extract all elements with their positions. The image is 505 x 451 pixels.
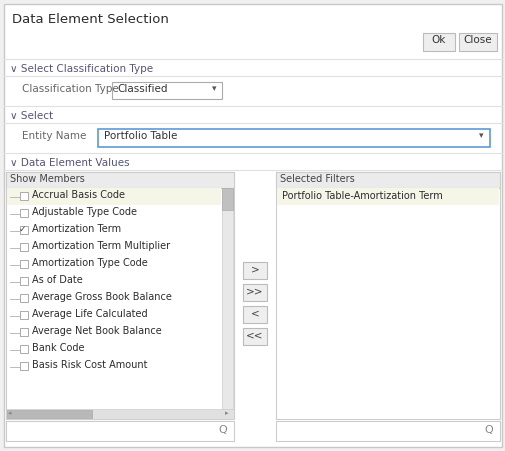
Bar <box>222 188 232 210</box>
Text: ▾: ▾ <box>212 84 216 93</box>
Bar <box>242 328 267 345</box>
Text: Q: Q <box>218 425 226 435</box>
Text: Data Element Selection: Data Element Selection <box>12 13 169 26</box>
Bar <box>20 192 28 200</box>
Text: Basis Risk Cost Amount: Basis Risk Cost Amount <box>32 360 147 370</box>
Text: Average Life Calculated: Average Life Calculated <box>32 309 147 319</box>
Text: Selected Filters: Selected Filters <box>279 174 354 184</box>
Text: ✓: ✓ <box>19 225 26 234</box>
Bar <box>222 188 232 419</box>
Text: ∨ Select Classification Type: ∨ Select Classification Type <box>10 64 153 74</box>
Bar <box>458 33 496 51</box>
Text: Q: Q <box>483 425 492 435</box>
Bar <box>7 410 92 418</box>
Text: >>: >> <box>246 286 263 296</box>
Bar <box>20 243 28 251</box>
Bar <box>20 328 28 336</box>
Text: ∨ Data Element Values: ∨ Data Element Values <box>10 158 129 168</box>
Bar <box>20 226 28 234</box>
Bar <box>20 209 28 217</box>
Text: Entity Name: Entity Name <box>22 131 86 141</box>
Bar <box>275 172 499 419</box>
Bar <box>20 294 28 302</box>
Bar <box>20 362 28 370</box>
Bar <box>20 260 28 268</box>
Bar <box>20 345 28 353</box>
Bar <box>242 284 267 301</box>
Text: Close: Close <box>463 35 491 45</box>
Text: ◂: ◂ <box>8 410 12 416</box>
Text: <<: << <box>246 330 263 340</box>
Bar <box>6 409 233 419</box>
Bar <box>242 306 267 323</box>
Text: Adjustable Type Code: Adjustable Type Code <box>32 207 137 217</box>
Text: Amortization Term: Amortization Term <box>32 224 121 234</box>
Text: Bank Code: Bank Code <box>32 343 84 353</box>
Text: Classified: Classified <box>117 84 167 94</box>
Bar <box>6 421 233 441</box>
Bar <box>275 421 499 441</box>
Text: Ok: Ok <box>431 35 445 45</box>
Bar <box>7 188 221 205</box>
Text: Portfolio Table-Amortization Term: Portfolio Table-Amortization Term <box>281 191 442 201</box>
Text: >: > <box>250 264 259 274</box>
Text: As of Date: As of Date <box>32 275 83 285</box>
Bar <box>20 277 28 285</box>
Bar <box>112 82 222 99</box>
Text: Average Net Book Balance: Average Net Book Balance <box>32 326 162 336</box>
Text: ▾: ▾ <box>478 131 483 140</box>
Bar <box>242 262 267 279</box>
Text: <: < <box>250 308 259 318</box>
Text: Classification Type: Classification Type <box>22 84 119 94</box>
Text: Amortization Term Multiplier: Amortization Term Multiplier <box>32 241 170 251</box>
Text: Average Gross Book Balance: Average Gross Book Balance <box>32 292 172 302</box>
Text: Portfolio Table: Portfolio Table <box>104 131 177 141</box>
Text: ∨ Select: ∨ Select <box>10 111 53 121</box>
Bar <box>6 172 233 419</box>
Bar <box>276 188 498 205</box>
Bar <box>6 172 233 188</box>
Text: Accrual Basis Code: Accrual Basis Code <box>32 190 125 200</box>
Text: Amortization Type Code: Amortization Type Code <box>32 258 147 268</box>
Text: Show Members: Show Members <box>10 174 84 184</box>
Bar <box>20 311 28 319</box>
Text: ▸: ▸ <box>225 410 228 416</box>
Bar <box>422 33 454 51</box>
Bar <box>275 172 499 188</box>
Bar <box>98 129 489 147</box>
